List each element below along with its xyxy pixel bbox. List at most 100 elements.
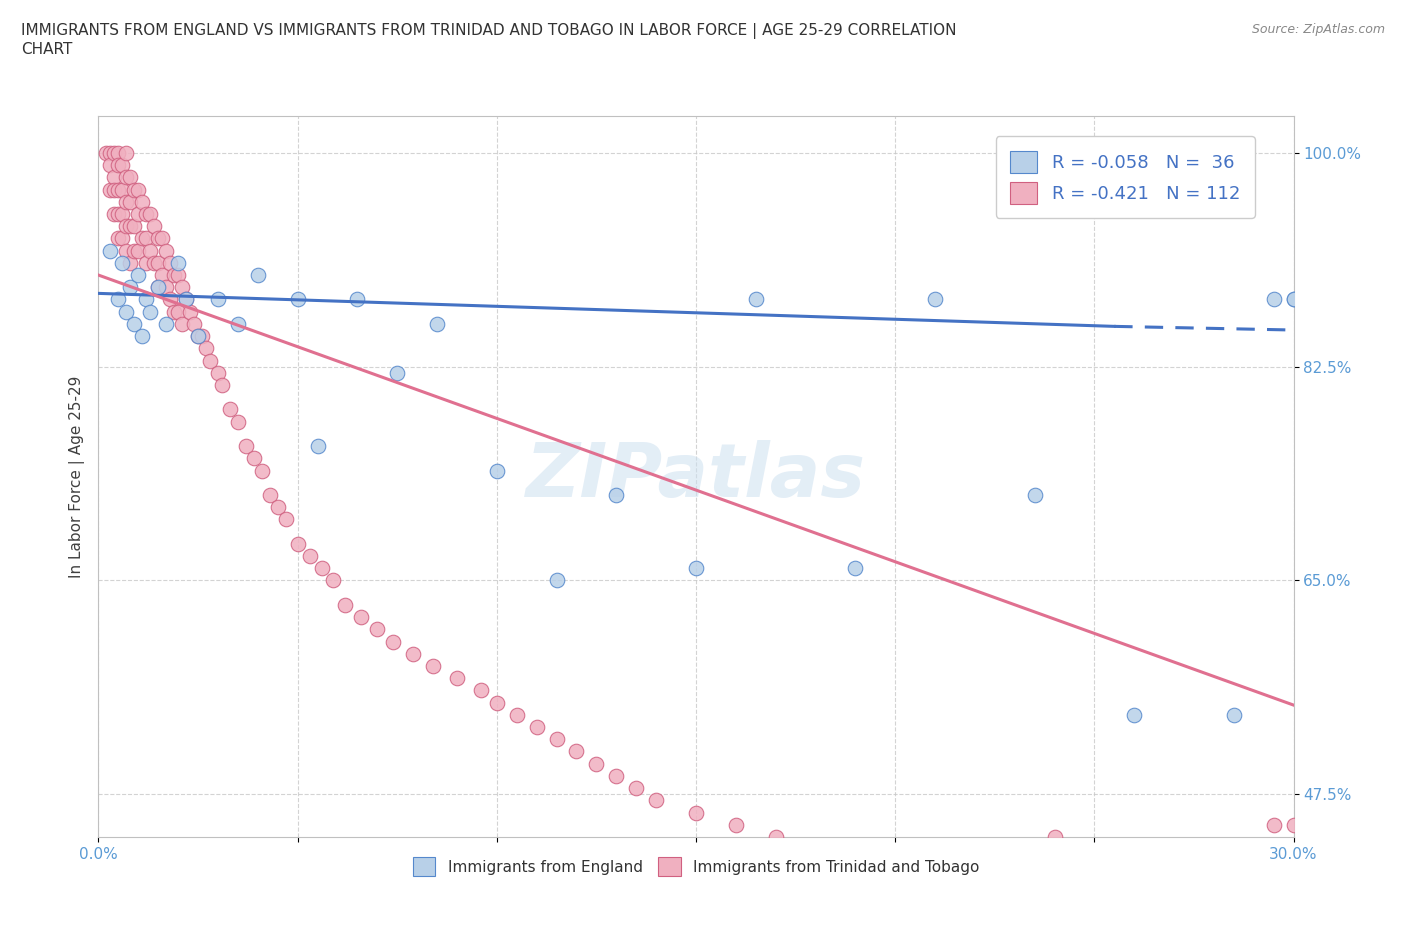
Point bbox=[198, 353, 221, 368]
Point bbox=[163, 268, 186, 283]
Point bbox=[167, 304, 190, 319]
Point bbox=[207, 292, 229, 307]
Point bbox=[98, 243, 122, 258]
Point bbox=[422, 658, 444, 673]
Point bbox=[111, 182, 134, 197]
Point bbox=[1263, 292, 1285, 307]
Point bbox=[844, 561, 866, 576]
Point bbox=[103, 206, 125, 221]
Point bbox=[259, 487, 281, 502]
Point bbox=[131, 328, 153, 343]
Point bbox=[211, 378, 233, 392]
Point bbox=[139, 243, 162, 258]
Y-axis label: In Labor Force | Age 25-29: In Labor Force | Age 25-29 bbox=[69, 376, 84, 578]
Text: ZIPatlas: ZIPatlas bbox=[526, 440, 866, 513]
Point bbox=[143, 256, 166, 271]
Point bbox=[226, 414, 249, 429]
Point bbox=[884, 854, 907, 869]
Point bbox=[605, 487, 627, 502]
Point bbox=[135, 231, 157, 246]
Point bbox=[724, 817, 747, 832]
Text: IMMIGRANTS FROM ENGLAND VS IMMIGRANTS FROM TRINIDAD AND TOBAGO IN LABOR FORCE | : IMMIGRANTS FROM ENGLAND VS IMMIGRANTS FR… bbox=[21, 23, 956, 57]
Point bbox=[155, 316, 177, 331]
Point bbox=[1043, 830, 1066, 844]
Point bbox=[1202, 903, 1225, 918]
Point bbox=[1282, 292, 1305, 307]
Point bbox=[1104, 854, 1126, 869]
Point bbox=[111, 256, 134, 271]
Point bbox=[546, 732, 568, 747]
Point bbox=[565, 744, 588, 759]
Point bbox=[287, 537, 309, 551]
Point bbox=[924, 292, 946, 307]
Point bbox=[350, 610, 373, 625]
Point bbox=[485, 696, 508, 711]
Point bbox=[159, 256, 181, 271]
Point bbox=[139, 206, 162, 221]
Point bbox=[124, 219, 146, 233]
Point bbox=[366, 622, 388, 637]
Point bbox=[346, 292, 368, 307]
Point bbox=[402, 646, 425, 661]
Point bbox=[207, 365, 229, 380]
Point bbox=[148, 231, 170, 246]
Point bbox=[1263, 817, 1285, 832]
Point bbox=[226, 316, 249, 331]
Point bbox=[191, 328, 214, 343]
Point bbox=[148, 256, 170, 271]
Point bbox=[219, 402, 242, 417]
Point bbox=[120, 194, 142, 209]
Point bbox=[167, 268, 190, 283]
Point bbox=[179, 304, 201, 319]
Point bbox=[446, 671, 468, 685]
Point bbox=[382, 634, 405, 649]
Point bbox=[485, 463, 508, 478]
Point bbox=[172, 280, 194, 295]
Point bbox=[267, 499, 290, 514]
Point bbox=[1163, 891, 1185, 906]
Point bbox=[115, 304, 138, 319]
Point bbox=[1143, 879, 1166, 894]
Point bbox=[155, 243, 177, 258]
Point bbox=[174, 292, 197, 307]
Point bbox=[124, 182, 146, 197]
Point bbox=[124, 316, 146, 331]
Point bbox=[120, 280, 142, 295]
Point bbox=[103, 170, 125, 185]
Point bbox=[124, 243, 146, 258]
Point bbox=[307, 439, 329, 454]
Text: Source: ZipAtlas.com: Source: ZipAtlas.com bbox=[1251, 23, 1385, 36]
Point bbox=[1004, 842, 1026, 857]
Point bbox=[120, 170, 142, 185]
Point bbox=[844, 842, 866, 857]
Point bbox=[159, 292, 181, 307]
Point bbox=[470, 683, 492, 698]
Point bbox=[111, 206, 134, 221]
Point bbox=[274, 512, 297, 526]
Point bbox=[685, 805, 707, 820]
Point bbox=[526, 720, 548, 735]
Point bbox=[115, 145, 138, 160]
Point bbox=[98, 145, 122, 160]
Point bbox=[626, 780, 648, 795]
Point bbox=[131, 231, 153, 246]
Point bbox=[765, 830, 787, 844]
Point bbox=[187, 328, 209, 343]
Point bbox=[127, 182, 149, 197]
Point bbox=[115, 219, 138, 233]
Point bbox=[1223, 708, 1246, 723]
Point bbox=[150, 231, 173, 246]
Point bbox=[155, 280, 177, 295]
Point bbox=[135, 206, 157, 221]
Point bbox=[135, 292, 157, 307]
Point bbox=[115, 194, 138, 209]
Point bbox=[111, 158, 134, 173]
Point bbox=[195, 341, 218, 356]
Point bbox=[287, 292, 309, 307]
Point bbox=[963, 854, 986, 869]
Legend: Immigrants from England, Immigrants from Trinidad and Tobago: Immigrants from England, Immigrants from… bbox=[405, 849, 987, 884]
Point bbox=[115, 243, 138, 258]
Point bbox=[183, 316, 205, 331]
Point bbox=[745, 292, 768, 307]
Point bbox=[111, 231, 134, 246]
